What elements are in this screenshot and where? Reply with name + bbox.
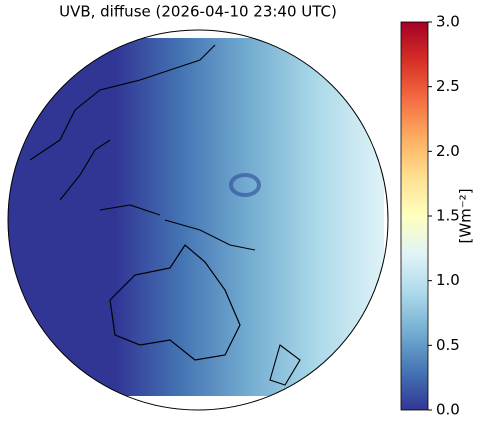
coastline-australia [109, 244, 241, 361]
coastline-asia [29, 44, 256, 251]
cyclone [229, 173, 261, 197]
colorbar-tick-label: 0.5 [436, 336, 460, 354]
colorbar-label: [Wm⁻²] [457, 188, 475, 243]
coastline-nz [269, 344, 301, 386]
globe [8, 38, 384, 396]
data-field [8, 38, 384, 396]
colorbar-tick-label: 2.5 [436, 77, 460, 95]
globe-outline [7, 29, 389, 411]
colorbar-tick-label: 1.0 [436, 271, 460, 289]
colorbar [400, 21, 429, 411]
colorbar-tick-label: 3.0 [436, 13, 460, 31]
map-title: UVB, diffuse (2026-04-10 23:40 UTC) [59, 3, 337, 21]
colorbar-tick-label: 0.0 [436, 401, 460, 419]
colorbar-tick-label: 2.0 [436, 142, 460, 160]
colorbar-tick-label: 1.5 [436, 207, 460, 225]
